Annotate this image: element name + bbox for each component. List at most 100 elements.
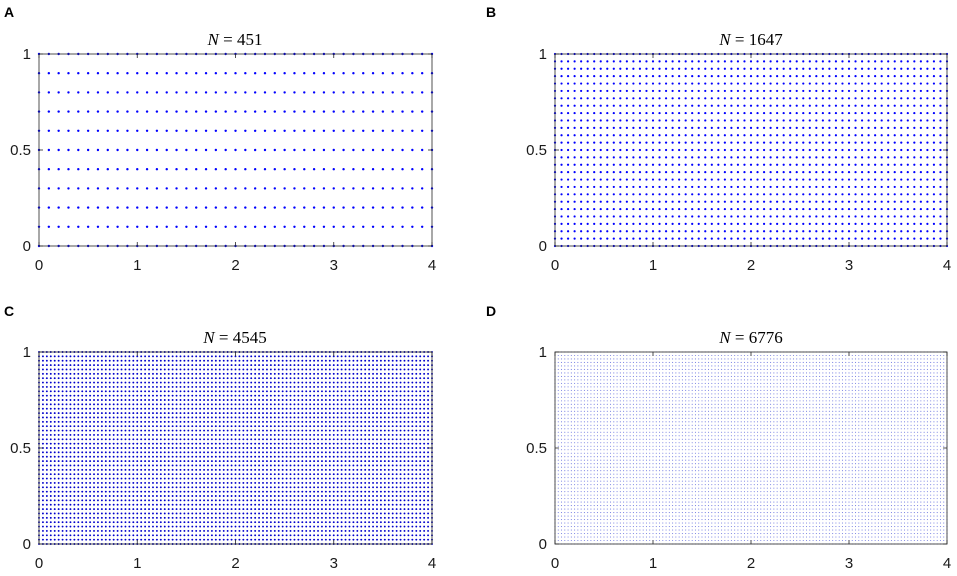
scatter-point — [415, 503, 418, 506]
scatter-point — [573, 89, 576, 93]
scatter-point — [403, 503, 406, 506]
scatter-point — [371, 225, 375, 228]
scatter-point — [332, 433, 335, 436]
scatter-point — [120, 525, 123, 528]
scatter-point — [736, 75, 740, 78]
scatter-point — [678, 185, 681, 189]
scatter-point — [222, 451, 225, 454]
scatter-point — [664, 82, 668, 85]
scatter-point — [932, 148, 936, 152]
scatter-point — [407, 464, 410, 467]
scatter-point — [606, 67, 609, 70]
scatter-point — [104, 503, 107, 506]
scatter-point — [580, 200, 583, 203]
scatter-point — [45, 442, 48, 445]
scatter-point — [645, 104, 648, 107]
scatter-point — [152, 512, 154, 515]
scatter-point — [638, 156, 642, 159]
scatter-point — [606, 111, 609, 115]
scatter-point — [108, 442, 111, 445]
scatter-point — [795, 148, 798, 152]
scatter-point — [152, 499, 154, 502]
scatter-point — [821, 171, 824, 174]
scatter-point — [356, 473, 359, 476]
scatter-point — [218, 473, 221, 476]
scatter-point — [214, 148, 218, 152]
scatter-point — [632, 89, 635, 93]
scatter-point — [159, 433, 162, 436]
scatter-point — [262, 495, 264, 497]
scatter-point — [566, 104, 570, 107]
scatter-point — [360, 481, 363, 484]
scatter-point — [749, 126, 753, 129]
scatter-point — [900, 200, 903, 203]
scatter-point — [97, 425, 99, 428]
scatter-point — [242, 425, 245, 428]
scatter-point — [132, 538, 135, 541]
scatter-point — [730, 126, 733, 129]
scatter-point — [89, 425, 92, 428]
scatter-point — [104, 495, 107, 497]
scatter-point — [328, 425, 331, 428]
scatter-point — [612, 185, 615, 189]
scatter-point — [167, 516, 170, 519]
scatter-point — [175, 481, 178, 484]
scatter-point — [163, 425, 166, 428]
scatter-point — [847, 134, 851, 137]
scatter-point — [203, 516, 206, 519]
scatter-point — [580, 134, 583, 137]
scatter-point — [730, 171, 733, 174]
scatter-point — [67, 148, 70, 152]
scatter-point — [53, 490, 56, 493]
scatter-point — [919, 75, 922, 78]
scatter-point — [313, 534, 316, 537]
scatter-point — [265, 529, 268, 532]
scatter-point — [136, 442, 139, 445]
scatter-point — [919, 97, 922, 100]
scatter-point — [383, 438, 386, 441]
scatter-point — [344, 495, 347, 497]
scatter-point — [841, 97, 844, 100]
scatter-point — [821, 134, 824, 137]
scatter-point — [932, 200, 936, 203]
scatter-point — [795, 185, 798, 189]
scatter-point — [691, 126, 694, 129]
scatter-point — [332, 534, 335, 537]
scatter-point — [187, 460, 190, 463]
scatter-point — [372, 529, 374, 532]
scatter-point — [391, 516, 394, 519]
scatter-point — [415, 473, 418, 476]
scatter-point — [301, 486, 304, 489]
scatter-point — [285, 538, 288, 541]
scatter-point — [566, 200, 570, 203]
scatter-point — [403, 468, 406, 471]
scatter-point — [932, 178, 936, 181]
scatter-point — [277, 460, 280, 463]
scatter-point — [560, 126, 563, 129]
scatter-point — [900, 185, 903, 189]
scatter-point — [887, 119, 890, 122]
scatter-point — [762, 171, 766, 174]
scatter-point — [906, 89, 909, 93]
scatter-point — [391, 148, 394, 152]
scatter-point — [906, 215, 909, 218]
scatter-point — [214, 490, 217, 493]
scatter-point — [283, 72, 286, 75]
scatter-point — [834, 163, 838, 166]
scatter-point — [116, 91, 119, 94]
scatter-point — [919, 171, 922, 174]
scatter-point — [342, 148, 345, 152]
scatter-point — [328, 525, 331, 528]
scatter-point — [808, 163, 811, 166]
scatter-point — [364, 495, 367, 497]
scatter-point — [65, 460, 68, 463]
scatter-point — [281, 429, 284, 432]
scatter-point — [163, 455, 166, 458]
scatter-point — [57, 538, 60, 541]
scatter-point — [383, 486, 386, 489]
scatter-point — [340, 473, 343, 476]
scatter-point — [360, 451, 363, 454]
scatter-point — [926, 111, 929, 115]
scatter-point — [789, 193, 792, 196]
scatter-point — [427, 425, 430, 428]
